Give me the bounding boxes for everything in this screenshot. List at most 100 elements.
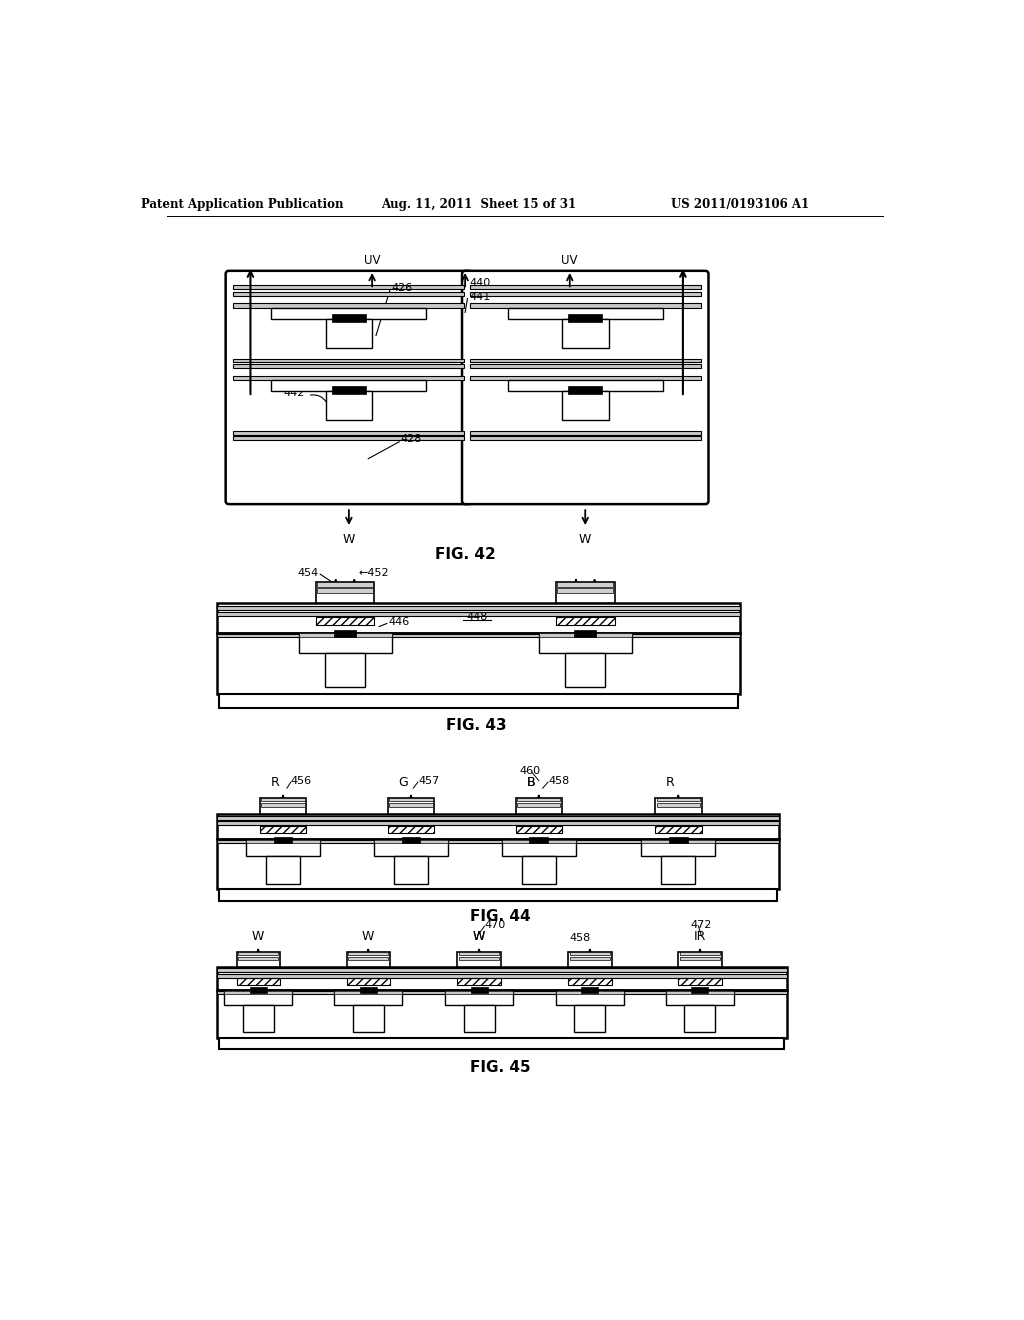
Text: W: W: [252, 929, 264, 942]
Bar: [662, 857, 695, 884]
Bar: [556, 990, 624, 1006]
Bar: [557, 589, 613, 593]
Bar: [508, 308, 663, 318]
Bar: [655, 826, 701, 833]
Bar: [217, 990, 786, 1038]
Bar: [233, 304, 464, 308]
Bar: [260, 797, 306, 814]
Text: W: W: [473, 929, 485, 942]
Text: FIG. 45: FIG. 45: [470, 1060, 530, 1074]
Bar: [217, 606, 740, 610]
Bar: [315, 582, 375, 603]
Bar: [346, 978, 390, 985]
Bar: [359, 987, 377, 993]
FancyBboxPatch shape: [225, 271, 472, 504]
Bar: [557, 582, 613, 586]
Bar: [299, 634, 391, 638]
Text: Aug. 11, 2011  Sheet 15 of 31: Aug. 11, 2011 Sheet 15 of 31: [381, 198, 575, 211]
Text: IR: IR: [694, 929, 707, 942]
Bar: [237, 978, 280, 985]
Bar: [574, 630, 596, 638]
Bar: [246, 840, 321, 857]
Bar: [568, 387, 602, 395]
Bar: [388, 797, 434, 814]
Bar: [219, 1038, 784, 1049]
Text: R: R: [667, 776, 675, 788]
Bar: [568, 978, 611, 985]
Text: ←452: ←452: [359, 568, 389, 578]
Text: 472: 472: [690, 920, 712, 929]
Bar: [669, 837, 687, 843]
Bar: [374, 840, 449, 843]
Bar: [565, 653, 605, 686]
Bar: [394, 857, 428, 884]
Bar: [233, 359, 464, 363]
Bar: [556, 582, 614, 603]
Bar: [515, 797, 562, 814]
Bar: [470, 293, 700, 296]
Bar: [445, 991, 513, 994]
Bar: [680, 952, 720, 956]
Bar: [502, 840, 575, 843]
Bar: [332, 314, 366, 322]
Bar: [217, 612, 740, 615]
Bar: [233, 437, 464, 441]
Bar: [260, 826, 306, 833]
Bar: [346, 952, 390, 966]
Bar: [326, 391, 372, 420]
Text: FIG. 43: FIG. 43: [446, 718, 507, 733]
Bar: [458, 978, 501, 985]
Text: 470: 470: [484, 920, 506, 929]
Bar: [326, 318, 372, 348]
Text: 448: 448: [466, 612, 487, 622]
Bar: [517, 803, 560, 807]
Bar: [224, 990, 292, 1006]
Bar: [470, 432, 700, 434]
Bar: [691, 987, 709, 993]
Text: W: W: [343, 533, 355, 546]
Bar: [471, 987, 487, 993]
Text: B: B: [526, 776, 536, 788]
Bar: [529, 837, 548, 843]
Bar: [515, 826, 562, 833]
Bar: [459, 952, 500, 956]
Bar: [266, 857, 300, 884]
Bar: [217, 821, 779, 825]
Bar: [656, 797, 700, 801]
Bar: [325, 653, 366, 686]
Text: FIG. 44: FIG. 44: [470, 908, 530, 924]
Bar: [299, 632, 391, 653]
Text: 440: 440: [469, 279, 490, 288]
Bar: [678, 978, 722, 985]
Bar: [569, 952, 610, 956]
Bar: [517, 797, 560, 801]
Bar: [502, 840, 575, 857]
Bar: [374, 840, 449, 857]
Text: 458: 458: [548, 776, 569, 785]
Bar: [317, 582, 373, 586]
Bar: [217, 632, 740, 694]
Bar: [470, 304, 700, 308]
Text: R: R: [271, 776, 280, 788]
Bar: [271, 380, 426, 391]
Bar: [217, 635, 740, 638]
Bar: [233, 293, 464, 296]
Text: 458: 458: [569, 933, 591, 942]
Text: 428: 428: [400, 434, 422, 445]
Bar: [217, 974, 786, 978]
Bar: [261, 797, 305, 801]
Bar: [217, 840, 779, 890]
Bar: [562, 318, 608, 348]
Bar: [680, 957, 720, 960]
Text: 442: 442: [284, 388, 305, 399]
Bar: [641, 840, 716, 857]
Text: UV: UV: [561, 253, 578, 267]
Bar: [539, 632, 632, 653]
Bar: [459, 957, 500, 960]
Bar: [237, 952, 280, 966]
Bar: [582, 987, 598, 993]
Text: 446: 446: [388, 616, 410, 627]
Bar: [641, 840, 716, 843]
Bar: [317, 589, 373, 593]
Text: 460: 460: [519, 766, 541, 776]
